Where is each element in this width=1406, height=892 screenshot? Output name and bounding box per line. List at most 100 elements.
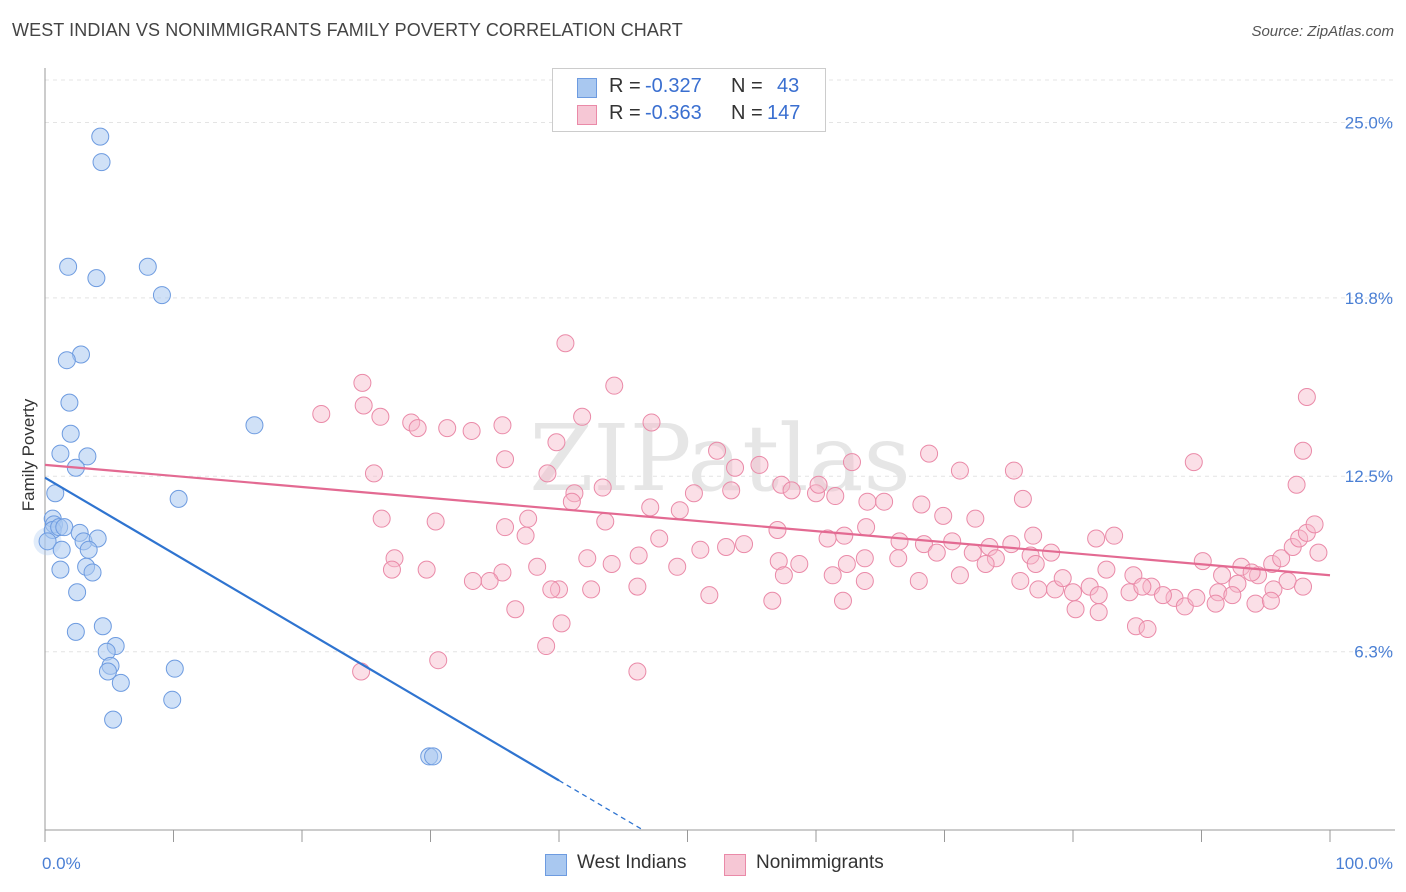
nonimmigrants-point [312, 404, 331, 423]
nonimmigrants-point [790, 554, 809, 573]
west-indians-point [424, 747, 443, 766]
west-indians-point [93, 617, 112, 636]
west-indians-point [104, 710, 123, 729]
bottom-legend-swatch-blue [545, 854, 567, 876]
nonimmigrants-point [934, 506, 953, 525]
nonimmigrants-point [605, 376, 624, 395]
nonimmigrants-point [352, 662, 371, 681]
nonimmigrants-point [547, 433, 566, 452]
nonimmigrants-point [573, 407, 592, 426]
west-indians-point [165, 659, 184, 678]
legend-swatch-pink [577, 105, 597, 125]
nonimmigrants-point [920, 444, 939, 463]
y-tick-label: 25.0% [1345, 113, 1393, 132]
nonimmigrants-point [429, 651, 448, 670]
nonimmigrants-point [556, 334, 575, 353]
legend-n-value: 43 [777, 75, 800, 97]
west-indians-point [38, 532, 57, 551]
nonimmigrants-point [354, 396, 373, 415]
nonimmigrants-point [909, 571, 928, 590]
nonimmigrants-point [1029, 580, 1048, 599]
nonimmigrants-point [642, 413, 661, 432]
nonimmigrants-point [506, 600, 525, 619]
nonimmigrants-point [542, 580, 561, 599]
nonimmigrants-point [353, 373, 372, 392]
nonimmigrants-point [826, 487, 845, 506]
nonimmigrants-point [1002, 535, 1021, 554]
nonimmigrants-point [1097, 560, 1116, 579]
nonimmigrants-point [629, 546, 648, 565]
nonimmigrants-point [552, 614, 571, 633]
nonimmigrants-point [927, 543, 946, 562]
nonimmigrants-point [596, 512, 615, 531]
nonimmigrants-point [735, 535, 754, 554]
legend-r-value: -0.363 [645, 102, 702, 124]
nonimmigrants-point [1213, 566, 1232, 585]
nonimmigrants-point [1223, 586, 1242, 605]
nonimmigrants-point [1013, 489, 1032, 508]
west-indians-point [68, 583, 87, 602]
nonimmigrants-point [578, 549, 597, 568]
nonimmigrants-point [1294, 577, 1313, 596]
nonimmigrants-point [519, 509, 538, 528]
west-indians-point [152, 286, 171, 305]
nonimmigrants-point [782, 481, 801, 500]
west-indians-point [51, 444, 70, 463]
y-tick-labels: 6.3% 12.5% 18.8% 25.0% [1345, 113, 1393, 661]
west-indians-point [66, 622, 85, 641]
nonimmigrants-point [1264, 580, 1283, 599]
nonimmigrants-point [528, 557, 547, 576]
nonimmigrants-point [700, 586, 719, 605]
west-indians-points [33, 127, 443, 766]
nonimmigrants-point [1261, 591, 1280, 610]
y-tick-label: 18.8% [1345, 289, 1393, 308]
nonimmigrants-point [463, 571, 482, 590]
nonimmigrants-point [768, 521, 787, 539]
legend-r-value: -0.327 [645, 75, 702, 97]
nonimmigrants-point [496, 518, 515, 537]
nonimmigrants-point [708, 441, 727, 460]
west-indians-point [138, 257, 157, 276]
legend-r-label: R = [609, 75, 641, 97]
x-tick-label: 100.0% [1335, 854, 1393, 873]
nonimmigrants-point [426, 512, 445, 531]
legend-n-label: N = [731, 102, 763, 124]
west-indians-trend-line [44, 476, 560, 782]
west-indians-point [61, 424, 80, 443]
west-indians-point [92, 153, 111, 172]
nonimmigrants-point [1004, 461, 1023, 480]
nonimmigrants-point [372, 509, 391, 528]
nonimmigrants-point [769, 552, 788, 571]
nonimmigrants-point [602, 554, 621, 573]
west-indians-point [111, 673, 130, 692]
nonimmigrants-point [550, 580, 568, 599]
nonimmigrants-point [493, 563, 512, 582]
nonimmigrants-point [1133, 577, 1152, 596]
nonimmigrants-point [772, 475, 791, 494]
nonimmigrants-point [855, 549, 874, 568]
legend-n-label: N = [731, 75, 763, 97]
nonimmigrants-point [1294, 441, 1313, 460]
trend-lines [44, 463, 1331, 831]
nonimmigrants-point [670, 501, 689, 520]
nonimmigrants-point [837, 554, 856, 573]
grid-lines [45, 79, 1395, 653]
nonimmigrants-point [912, 495, 931, 514]
nonimmigrants-point [966, 509, 985, 528]
nonimmigrants-point [1272, 549, 1291, 568]
nonimmigrants-point [408, 419, 427, 438]
west-indians-trend-extension [558, 779, 643, 831]
nonimmigrants-point [1287, 475, 1306, 494]
nonimmigrants-point [835, 526, 854, 545]
nonimmigrants-point [364, 464, 383, 483]
nonimmigrants-point [628, 577, 647, 596]
nonimmigrants-point [480, 571, 499, 590]
nonimmigrants-point [722, 481, 741, 500]
nonimmigrants-point [1089, 603, 1108, 622]
nonimmigrants-point [763, 591, 782, 610]
west-indians-point [60, 393, 79, 412]
bottom-legend-label: Nonimmigrants [756, 852, 884, 873]
west-indians-point [245, 416, 264, 435]
nonimmigrants-point [593, 478, 612, 497]
nonimmigrants-point [538, 464, 557, 483]
